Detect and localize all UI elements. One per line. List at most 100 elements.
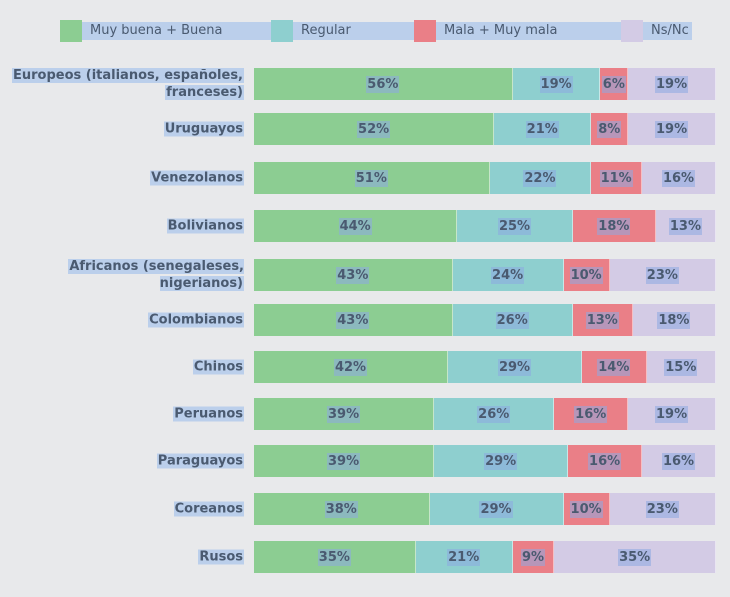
bar-segment[interactable]: 9%: [512, 541, 555, 573]
category-label: Paraguayos: [156, 453, 244, 469]
bar-segment[interactable]: 52%: [254, 113, 495, 145]
data-label: 18%: [597, 217, 631, 235]
bar-segment[interactable]: 6%: [600, 68, 629, 100]
bar-segment[interactable]: 23%: [609, 493, 716, 525]
category-label: Africanos (senegaleses, nigerianos): [68, 259, 244, 291]
bar-segment[interactable]: 56%: [254, 68, 513, 100]
stacked-bar: 39% 29% 16% 16%: [254, 445, 716, 477]
data-label: 19%: [655, 120, 689, 138]
data-label: 16%: [661, 169, 696, 187]
bar-segment[interactable]: 35%: [254, 541, 416, 573]
bar-segment[interactable]: 26%: [434, 398, 555, 430]
legend-item[interactable]: Ns/Nc: [621, 20, 692, 42]
legend-item[interactable]: Mala + Muy mala: [414, 20, 621, 42]
bar-segment[interactable]: 18%: [632, 304, 716, 336]
bar-segment[interactable]: 19%: [512, 68, 601, 100]
bar-row: Rusos 35% 21% 9% 35%: [0, 540, 730, 574]
data-label: 19%: [655, 405, 689, 423]
bar-segment[interactable]: 44%: [254, 210, 458, 242]
stacked-bar: 38% 29% 10% 23%: [254, 493, 716, 525]
bar-segment[interactable]: 10%: [563, 493, 610, 525]
data-label: 16%: [661, 452, 696, 470]
bar-segment[interactable]: 51%: [254, 162, 490, 194]
data-label: 43%: [336, 266, 370, 284]
bar-segment[interactable]: 16%: [568, 445, 643, 477]
bar-segment[interactable]: 13%: [655, 210, 716, 242]
legend-swatch: [60, 20, 82, 42]
legend-item[interactable]: Muy buena + Buena: [60, 20, 271, 42]
bar-segment[interactable]: 39%: [254, 445, 435, 477]
bar-segment[interactable]: 19%: [628, 398, 716, 430]
data-label: 44%: [338, 217, 372, 235]
bar-segment[interactable]: 8%: [591, 113, 629, 145]
bar-segment[interactable]: 16%: [642, 162, 716, 194]
stacked-bar: 43% 26% 13% 18%: [254, 304, 716, 336]
bar-segment[interactable]: 26%: [452, 304, 573, 336]
bar-segment[interactable]: 10%: [563, 259, 610, 291]
data-label: 43%: [336, 311, 370, 329]
data-label: 29%: [484, 452, 518, 470]
bar-segment[interactable]: 16%: [554, 398, 629, 430]
bar-segment[interactable]: 19%: [628, 68, 716, 100]
data-label: 52%: [357, 120, 391, 138]
data-label: 8%: [597, 120, 622, 138]
data-label: 18%: [657, 311, 691, 329]
legend-label: Muy buena + Buena: [82, 22, 271, 40]
legend-label: Mala + Muy mala: [436, 22, 621, 40]
data-label: 9%: [520, 548, 546, 566]
bar-segment[interactable]: 42%: [254, 351, 449, 383]
data-label: 10%: [569, 500, 603, 518]
bar-row: Coreanos 38% 29% 10% 23%: [0, 492, 730, 526]
legend-swatch: [414, 20, 436, 42]
category-label: Uruguayos: [163, 121, 244, 137]
category-label: Bolivianos: [166, 218, 244, 234]
data-label: 19%: [655, 75, 689, 93]
data-label: 56%: [366, 75, 400, 93]
bar-segment[interactable]: 13%: [572, 304, 633, 336]
stacked-bar: 51% 22% 11% 16%: [254, 162, 716, 194]
bar-segment[interactable]: 15%: [646, 351, 716, 383]
bar-segment[interactable]: 22%: [489, 162, 592, 194]
legend-label: Regular: [293, 22, 414, 40]
bar-segment[interactable]: 11%: [591, 162, 643, 194]
data-label: 26%: [495, 311, 529, 329]
bar-segment[interactable]: 23%: [609, 259, 716, 291]
data-label: 13%: [668, 217, 702, 235]
data-label: 35%: [317, 548, 351, 566]
bar-segment[interactable]: 29%: [448, 351, 582, 383]
bar-segment[interactable]: 35%: [554, 541, 716, 573]
bar-segment[interactable]: 14%: [582, 351, 647, 383]
data-label: 21%: [525, 120, 559, 138]
data-label: 15%: [664, 358, 698, 376]
bar-row: Peruanos 39% 26% 16% 19%: [0, 397, 730, 431]
data-label: 51%: [354, 169, 388, 187]
bar-segment[interactable]: 16%: [642, 445, 716, 477]
legend-swatch: [621, 20, 643, 42]
bar-segment[interactable]: 25%: [457, 210, 573, 242]
bar-row: Colombianos 43% 26% 13% 18%: [0, 303, 730, 337]
bar-segment[interactable]: 19%: [628, 113, 716, 145]
bar-segment[interactable]: 43%: [254, 304, 453, 336]
data-label: 23%: [645, 266, 679, 284]
data-label: 14%: [597, 358, 631, 376]
data-label: 23%: [645, 500, 679, 518]
bar-segment[interactable]: 29%: [434, 445, 569, 477]
legend-item[interactable]: Regular: [271, 20, 414, 42]
stacked-bar: 43% 24% 10% 23%: [254, 259, 716, 291]
bar-segment[interactable]: 21%: [494, 113, 592, 145]
bar-segment[interactable]: 24%: [452, 259, 564, 291]
data-label: 16%: [574, 405, 608, 423]
data-label: 29%: [479, 500, 513, 518]
bar-segment[interactable]: 43%: [254, 259, 453, 291]
stacked-bar: 35% 21% 9% 35%: [254, 541, 716, 573]
data-label: 6%: [601, 75, 626, 93]
bar-segment[interactable]: 29%: [429, 493, 564, 525]
data-label: 19%: [539, 75, 573, 93]
bar-segment[interactable]: 21%: [415, 541, 513, 573]
bar-segment[interactable]: 18%: [572, 210, 656, 242]
bar-segment[interactable]: 38%: [254, 493, 430, 525]
bar-segment[interactable]: 39%: [254, 398, 435, 430]
data-label: 42%: [333, 358, 368, 376]
legend-label: Ns/Nc: [643, 22, 692, 40]
